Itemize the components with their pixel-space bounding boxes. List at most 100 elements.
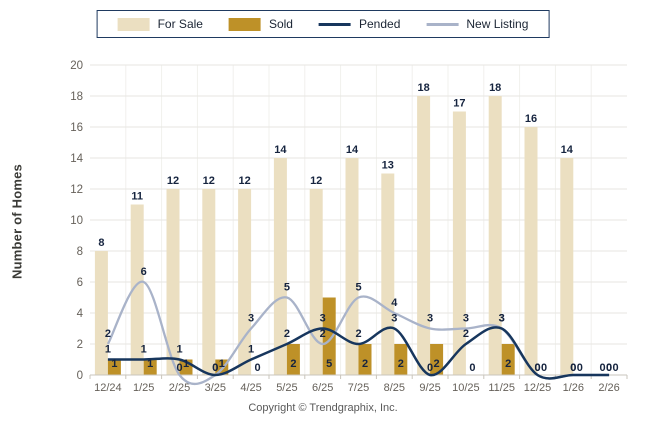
- bar-sold: [143, 359, 157, 375]
- bar-for-sale: [202, 189, 216, 375]
- label-pended: 0: [427, 362, 433, 374]
- bar-for-sale: [452, 111, 466, 375]
- legend-item-pended: Pended: [318, 17, 401, 31]
- x-tick-label: 1/26: [563, 382, 584, 394]
- label-pended: 1: [176, 344, 182, 356]
- label-pended: 2: [284, 328, 290, 340]
- bars-sold: [107, 297, 515, 375]
- bar-for-sale: [238, 189, 252, 375]
- x-tick-label: 8/25: [384, 382, 405, 394]
- legend-label: Sold: [268, 17, 293, 31]
- label-new-listing: 4: [391, 297, 398, 309]
- label-sold: 0: [255, 362, 261, 374]
- label-sold: 2: [362, 358, 368, 370]
- x-tick-label: 11/25: [488, 382, 515, 394]
- legend-label: Pended: [358, 17, 401, 31]
- y-axis-title: Number of Homes: [9, 164, 25, 279]
- x-tick-label: 3/25: [205, 382, 226, 394]
- chart-legend: For Sale Sold Pended New Listing: [96, 10, 550, 38]
- bar-sold: [394, 344, 408, 375]
- bar-for-sale: [560, 158, 574, 375]
- bar-sold: [107, 359, 121, 375]
- line-pended: [107, 326, 610, 380]
- label-pended: 1: [141, 344, 147, 356]
- label-pended: 0: [570, 362, 576, 374]
- y-tick-label: 18: [70, 91, 83, 103]
- x-tick-label: 2/26: [598, 382, 619, 394]
- y-tick-label: 12: [70, 184, 83, 196]
- bar-for-sale: [166, 189, 180, 375]
- label-sold: 2: [290, 358, 296, 370]
- label-for-sale: 12: [203, 175, 215, 187]
- x-tick-label: 6/25: [312, 382, 333, 394]
- label-for-sale: 14: [561, 144, 574, 156]
- label-pended: 1: [105, 344, 111, 356]
- y-tick-label: 10: [70, 215, 83, 227]
- x-tick-label: 4/25: [240, 382, 261, 394]
- bar-for-sale: [381, 173, 395, 375]
- y-tick-label: 20: [70, 60, 83, 72]
- label-sold: 2: [398, 358, 404, 370]
- legend-swatch-new-listing: [426, 22, 459, 26]
- label-new-listing: 3: [499, 313, 505, 325]
- x-tick-label: 5/25: [276, 382, 297, 394]
- label-new-listing: 3: [248, 313, 254, 325]
- label-pended: 0: [212, 362, 218, 374]
- label-new-listing: 0: [212, 362, 218, 374]
- bar-for-sale: [345, 158, 359, 375]
- label-sold: 2: [434, 358, 440, 370]
- bar-sold: [322, 297, 336, 375]
- label-pended: 0: [606, 362, 612, 374]
- label-for-sale: 12: [167, 175, 179, 187]
- label-sold: 0: [613, 362, 619, 374]
- bar-for-sale: [524, 127, 538, 375]
- legend-swatch-for-sale: [117, 17, 150, 31]
- x-tick-label: 10/25: [452, 382, 480, 394]
- label-new-listing: 0: [534, 362, 540, 374]
- label-sold: 0: [469, 362, 475, 374]
- label-new-listing: 3: [427, 313, 433, 325]
- y-tick-label: 14: [70, 153, 83, 165]
- label-for-sale: 13: [382, 160, 394, 172]
- x-tick-label: 7/25: [348, 382, 369, 394]
- legend-label: New Listing: [466, 17, 529, 31]
- legend-item-new-listing: New Listing: [426, 17, 528, 31]
- label-for-sale: 14: [346, 144, 359, 156]
- legend-swatch-pended: [318, 22, 351, 26]
- label-for-sale: 12: [310, 175, 322, 187]
- bars-for-sale: [94, 96, 574, 375]
- y-tick-label: 6: [77, 277, 83, 289]
- bar-for-sale: [488, 96, 502, 375]
- label-new-listing: 5: [355, 282, 361, 294]
- label-new-listing: 2: [105, 328, 111, 340]
- x-tick-label: 12/24: [94, 382, 122, 394]
- bar-sold: [286, 344, 300, 375]
- y-tick-label: 16: [70, 122, 83, 134]
- label-for-sale: 11: [131, 191, 143, 203]
- label-sold: 5: [326, 358, 332, 370]
- bar-for-sale: [309, 189, 323, 375]
- y-tick-label: 4: [77, 308, 84, 320]
- label-sold: 1: [111, 358, 117, 370]
- label-pended: 3: [499, 313, 505, 325]
- label-pended: 1: [248, 344, 254, 356]
- legend-item-for-sale: For Sale: [117, 17, 203, 31]
- label-for-sale: 18: [489, 82, 501, 94]
- label-for-sale: 14: [274, 144, 287, 156]
- bar-for-sale: [417, 96, 431, 375]
- bar-for-sale: [130, 204, 144, 375]
- label-sold: 2: [505, 358, 511, 370]
- label-sold: 1: [183, 358, 189, 370]
- label-sold: 0: [577, 362, 583, 374]
- label-sold: 1: [219, 358, 225, 370]
- label-pended: 0: [534, 362, 540, 374]
- label-for-sale: 0: [600, 362, 606, 374]
- label-for-sale: 12: [238, 175, 250, 187]
- bar-sold: [358, 344, 372, 375]
- label-sold: 1: [147, 358, 153, 370]
- legend-item-sold: Sold: [228, 17, 293, 31]
- y-tick-label: 8: [77, 246, 83, 258]
- label-for-sale: 17: [453, 98, 465, 110]
